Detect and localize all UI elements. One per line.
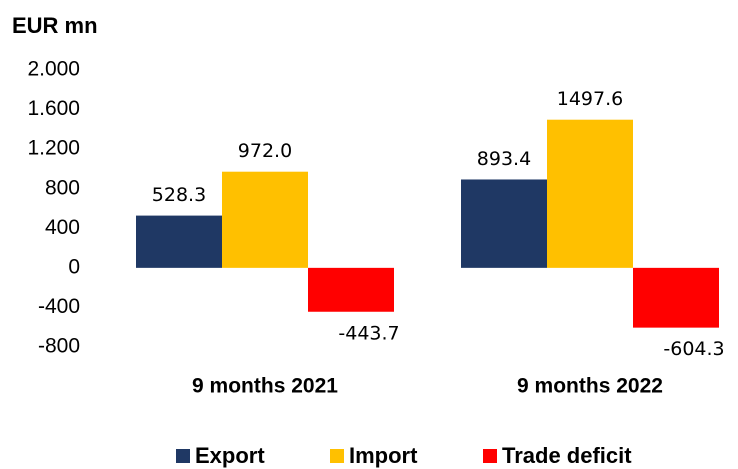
y-tick-label: -400 xyxy=(38,295,80,318)
x-tick-label: 9 months 2022 xyxy=(517,375,663,398)
data-label: 528.3 xyxy=(152,184,206,206)
legend-swatch xyxy=(330,449,344,463)
x-tick-label: 9 months 2021 xyxy=(192,375,338,398)
legend-label: Import xyxy=(349,443,418,468)
legend-swatch xyxy=(176,449,190,463)
bar xyxy=(308,267,394,312)
legend-swatch xyxy=(483,449,497,463)
y-tick-label: 1.600 xyxy=(27,97,80,120)
legend-label: Export xyxy=(195,443,265,468)
data-label: -443.7 xyxy=(338,322,399,344)
y-tick-label: -800 xyxy=(38,335,80,358)
legend-label: Trade deficit xyxy=(502,443,632,468)
bar xyxy=(136,215,222,268)
y-axis-label: EUR mn xyxy=(12,13,98,38)
data-label: 972.0 xyxy=(238,140,292,162)
data-label: 893.4 xyxy=(477,148,531,170)
bar xyxy=(547,119,633,268)
bar xyxy=(222,171,308,268)
y-tick-label: 0 xyxy=(68,255,80,278)
y-tick-label: 2.000 xyxy=(27,58,80,81)
bar xyxy=(633,267,719,328)
y-tick-label: 400 xyxy=(45,216,80,239)
bar xyxy=(461,179,547,268)
y-tick-label: 1.200 xyxy=(27,137,80,160)
data-label: 1497.6 xyxy=(557,88,623,110)
data-label: -604.3 xyxy=(663,338,724,360)
y-tick-label: 800 xyxy=(45,176,80,199)
